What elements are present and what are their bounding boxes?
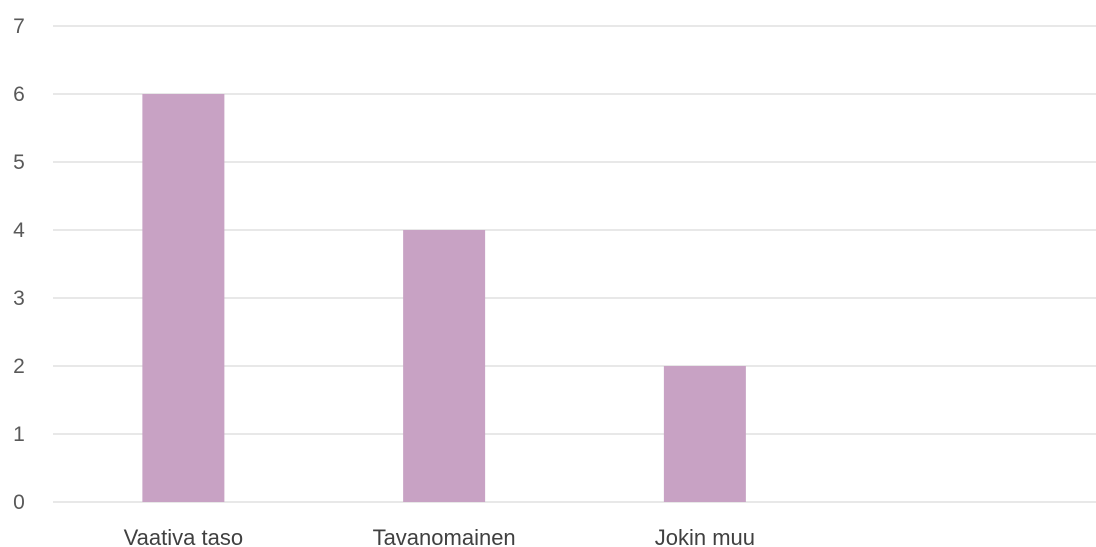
x-axis-category-labels: Vaativa taso Tavanomainen Jokin muu [124, 525, 755, 547]
bar-vaativa-taso [142, 94, 225, 502]
y-tick-label: 6 [13, 83, 25, 106]
y-tick-label: 7 [13, 15, 25, 38]
y-axis-tick-labels: 0 1 2 3 4 5 6 7 [13, 15, 25, 514]
y-tick-label: 4 [13, 219, 25, 242]
y-tick-label: 5 [13, 151, 25, 174]
x-category-label: Tavanomainen [373, 525, 516, 547]
bar-jokin-muu [663, 366, 746, 502]
y-tick-label: 3 [13, 287, 25, 310]
y-tick-label: 2 [13, 355, 25, 378]
bar-tavanomainen [403, 230, 486, 502]
x-category-label: Vaativa taso [124, 525, 243, 547]
gridlines [53, 25, 1096, 503]
bars [142, 94, 746, 502]
y-tick-label: 0 [13, 491, 25, 514]
x-category-label: Jokin muu [655, 525, 755, 547]
y-tick-label: 1 [13, 423, 25, 446]
